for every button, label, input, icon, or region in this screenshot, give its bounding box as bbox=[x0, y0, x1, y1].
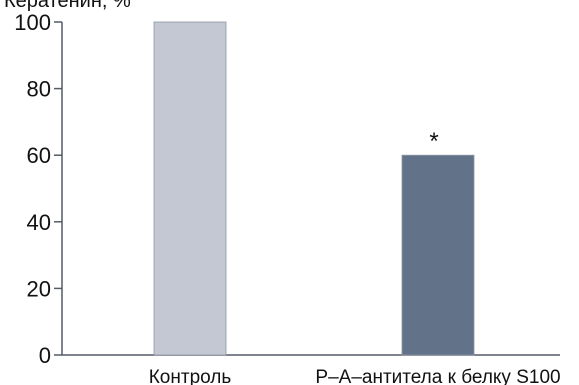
bar-1 bbox=[153, 21, 227, 356]
y-tick-label: 20 bbox=[27, 276, 51, 301]
y-axis-label: Кератенин, % bbox=[4, 0, 131, 12]
y-tick-label: 80 bbox=[27, 77, 51, 102]
axes bbox=[54, 21, 560, 356]
y-tick-label: 0 bbox=[39, 343, 51, 368]
y-tick-label: 40 bbox=[27, 210, 51, 235]
bar-2 bbox=[401, 154, 475, 356]
bars bbox=[153, 21, 475, 356]
labels: 0 20 40 60 80 100 Контроль Р–А–антитела к белку… bbox=[14, 10, 560, 385]
significance-annotation: * bbox=[429, 128, 438, 155]
y-tick-label: 100 bbox=[14, 10, 51, 35]
x-category-label: Контроль bbox=[149, 367, 232, 385]
y-tick-label: 60 bbox=[27, 143, 51, 168]
x-category-label: Р–А–антитела к белку S100 bbox=[315, 367, 560, 385]
